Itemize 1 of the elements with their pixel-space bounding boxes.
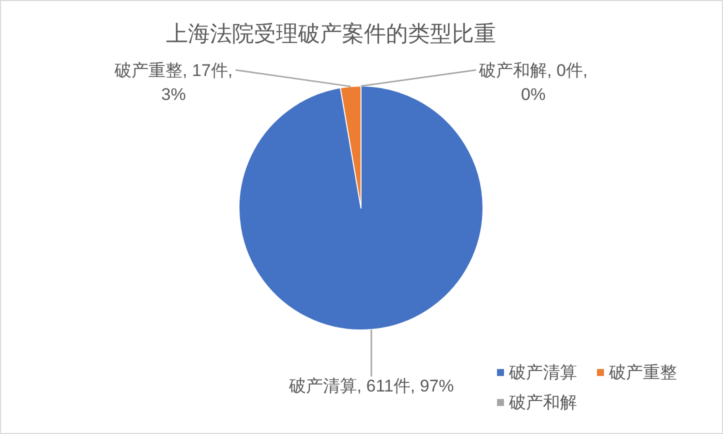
title: 上海法院受理破产案件的类型比重 <box>166 21 496 46</box>
